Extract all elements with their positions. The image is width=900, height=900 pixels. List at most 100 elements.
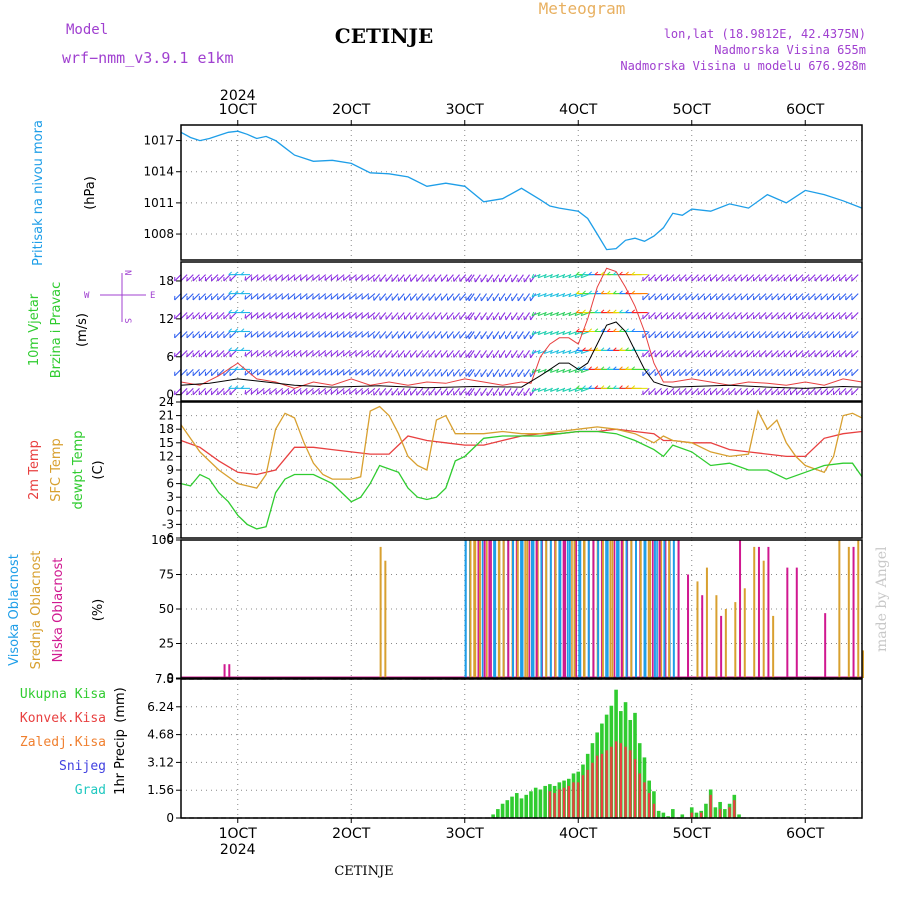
wind-barb [648,312,656,320]
wind-barb [530,293,537,302]
wind-barb-head [262,390,265,395]
time-tick-label-top: 1OCT [219,102,258,118]
wind-barb [459,312,467,320]
wind-barb [517,350,524,359]
cloud-unit: (%) [91,599,106,622]
wind-barb [660,274,669,282]
cloud-low-bar [824,613,827,678]
cloud-mid-bar [469,540,472,678]
wind-barb [434,331,442,339]
wind-barb [826,387,835,396]
wind-barb-head [256,314,259,319]
wind-barb-head [349,295,351,300]
wind-barb [716,274,724,282]
precip-conv-bar [548,791,552,818]
wind-barb [416,350,424,358]
wind-barb [746,387,755,396]
wind-barb [511,331,518,340]
wind-barb [759,293,767,301]
precip-total-bar [723,809,727,818]
cloud-low-bar [488,540,491,678]
wind-barb [820,350,828,358]
wind-barb [845,331,853,339]
wind-barb [361,274,370,281]
temp-2m-line [180,428,863,476]
wind-barb [468,369,475,378]
wind-barb [660,369,669,377]
wind-barb [373,388,381,396]
time-tick-label-top: 3OCT [446,102,485,118]
wind-barb [293,274,302,281]
wind-barb-head [244,390,247,395]
wind-barb-head [492,296,495,302]
wind-barb [833,331,841,339]
wind-barb [851,293,859,301]
wind-barb [722,387,730,396]
wind-barb-head [606,309,611,313]
wind-barb [324,387,333,395]
wind-barb [820,369,828,377]
wind-barb-head [299,333,302,338]
wind-barb [312,368,320,376]
wind-barb [642,312,650,320]
precip-conv-bar [614,741,618,818]
wind-barb-head [318,352,320,357]
wind-barb-head [281,352,283,357]
wind-barb-head [318,314,320,319]
wind-barb [523,293,530,302]
cloud-low-bar [852,546,855,678]
panel-frame-1 [180,261,863,402]
wind-barb-head [468,315,470,320]
precip-total-bar [661,812,666,818]
wind-barb [654,274,662,282]
wind-barb [789,312,798,320]
wind-barb-head [549,273,553,278]
wind-barb [404,274,411,282]
wind-barb [269,274,277,281]
wind-barb-head [234,290,239,294]
wind-barb [186,274,194,282]
precip-total-bar [510,796,514,818]
wind-barb-head [355,276,357,281]
wind-barb [318,274,327,281]
wind-barb-head [486,315,488,320]
wind-barb-head [269,371,271,376]
wind-barb [833,274,841,282]
wind-barb [250,350,259,357]
wind-barb-head [511,353,513,358]
wind-barb [740,312,748,320]
wind-barb [204,387,213,396]
precip-total-bar [529,791,533,818]
wind-barb-head [576,328,580,332]
wind-barb [771,331,779,339]
wind-barb [174,274,182,282]
wind-barb-head [486,296,488,302]
cloud-mid-bar [743,588,746,678]
wind-barb-head [330,276,333,281]
wind-barb [493,331,500,340]
cloud-mid-bar [772,615,775,678]
wind-barb [505,350,512,359]
wind-barb-head [600,328,605,332]
wind-barb [428,293,436,301]
footer-station: CETINJE [334,864,393,879]
wind-barb [697,274,705,282]
wind-barb [349,293,357,300]
wind-barb [765,387,773,396]
wind-barb [474,331,481,340]
cloud-title-low: Niska Oblacnost [51,558,66,663]
wind-barb-head [299,314,302,319]
wind-barb [759,369,767,377]
time-tick-label-top: 4OCT [559,102,598,118]
wind-barb-head [531,311,535,316]
wind-barb [263,274,271,281]
cloud-overcast-bar [520,540,522,678]
y-tick-label-1: 12 [159,312,174,326]
precip-conv-bar [567,785,570,818]
wind-barb [428,331,436,339]
wind-barb-head [250,295,253,300]
wind-barb [673,293,681,301]
wind-barb-head [612,347,617,351]
wind-barb [361,350,370,357]
wind-barb [306,293,314,300]
